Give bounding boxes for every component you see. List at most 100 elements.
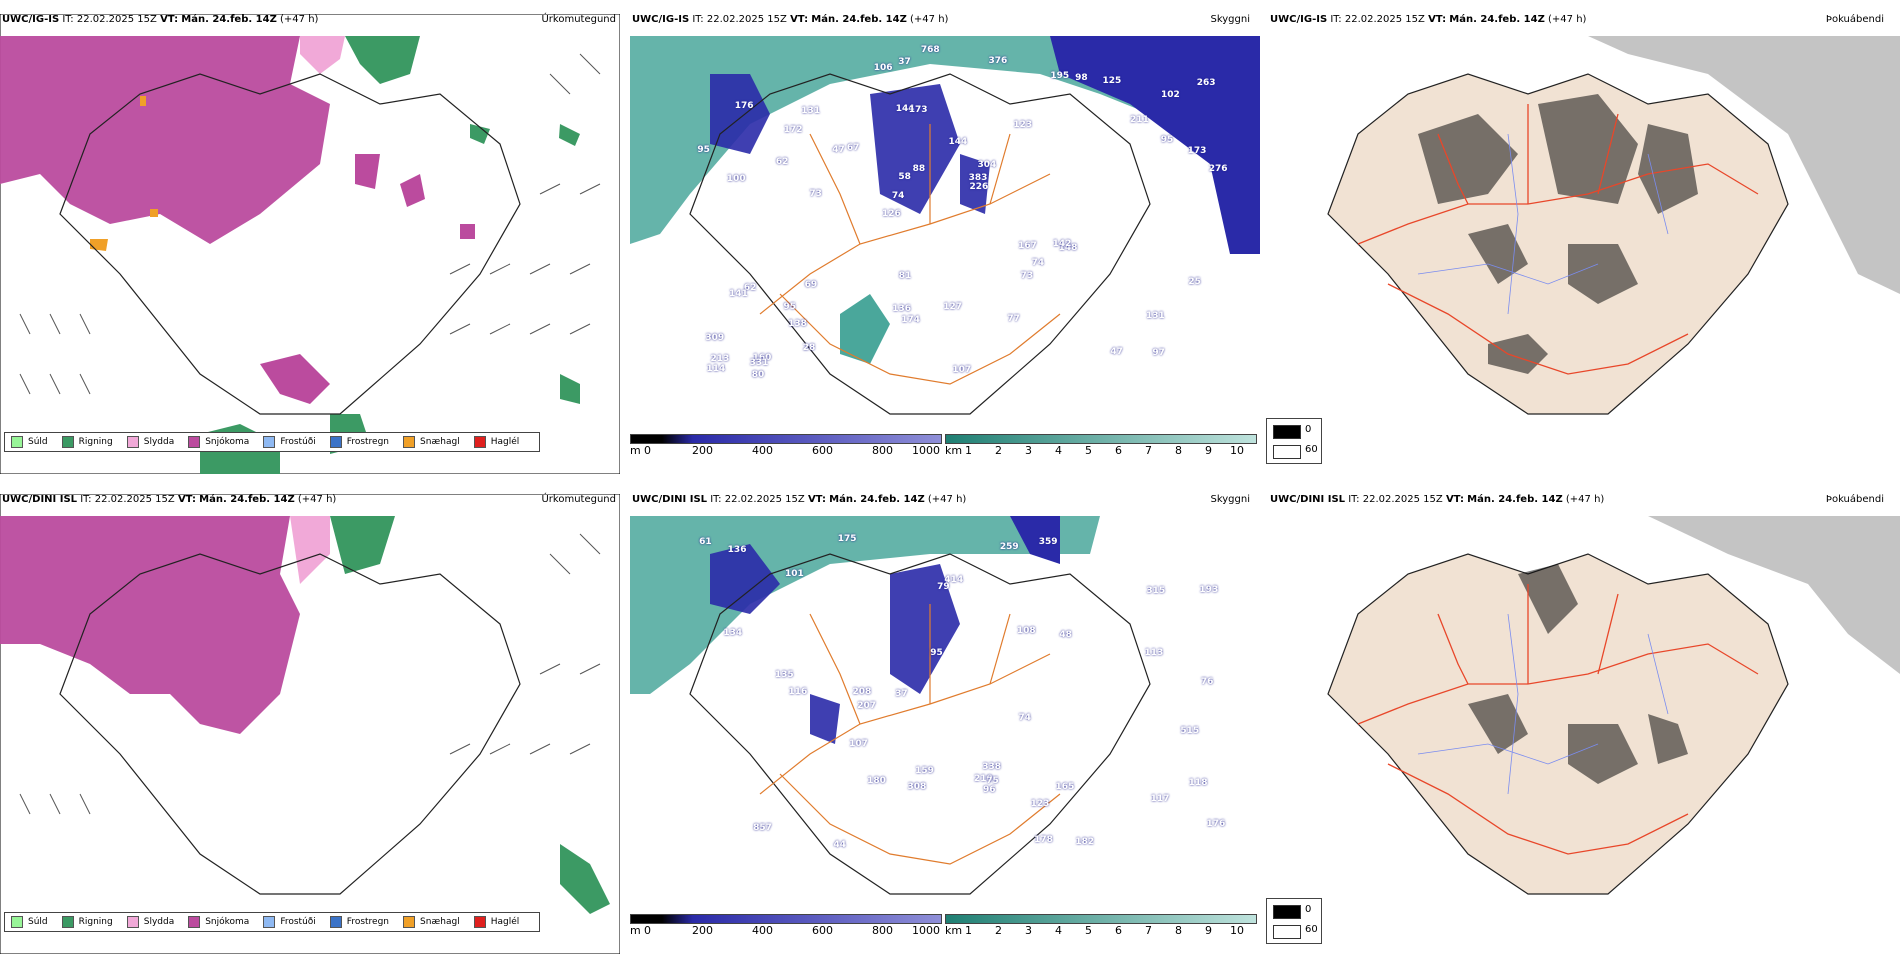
visibility-station-label: 383 [968, 173, 988, 184]
visibility-station-label: 134 [723, 628, 743, 639]
legend-item: Rigning [61, 916, 113, 928]
legend-item: Frostúði [263, 916, 316, 928]
panel-title: Skyggni [1210, 494, 1250, 505]
visibility-station-label: 74 [1031, 257, 1045, 268]
visibility-station-label: 107 [952, 365, 972, 376]
legend-item: Rigning [61, 436, 113, 448]
legend-item: Frostregn [329, 916, 389, 928]
visibility-station-label: 95 [783, 301, 797, 312]
legend-item: Frostúði [263, 436, 316, 448]
visibility-station-label: 176 [1206, 818, 1226, 829]
visibility-station-label: 95 [697, 144, 710, 155]
visibility-station-label: 37 [898, 57, 911, 68]
panel-title: Skyggni [1210, 14, 1250, 25]
legend-item: Súld [11, 436, 48, 448]
panel-title: Þokuábendi [1825, 494, 1884, 505]
visibility-station-label: 263 [1196, 78, 1216, 89]
visibility-panel-row2: UWC/DINI ISL IT: 22.02.2025 15Z VT: Mán.… [630, 494, 1322, 954]
visibility-station-label: 81 [898, 271, 912, 282]
visibility-station-label: 135 [774, 669, 794, 680]
visibility-station-label: 136 [892, 304, 911, 315]
precip-legend: Súld Rigning Slydda Snjókoma Frostúði Fr… [4, 432, 541, 452]
visibility-station-label: 48 [1059, 630, 1072, 641]
visibility-station-label: 108 [1016, 626, 1036, 637]
legend-item: Súld [11, 916, 48, 928]
visibility-station-label: 98 [1075, 72, 1088, 83]
visibility-station-label: 73 [809, 188, 822, 199]
visibility-station-label: 309 [705, 333, 725, 344]
visibility-station-label: 47 [832, 145, 845, 156]
visibility-station-label: 210 [973, 774, 993, 785]
visibility-station-label: 141 [729, 289, 748, 300]
legend-item: Snæhagl [403, 436, 460, 448]
visibility-station-label: 61 [699, 536, 712, 547]
visibility-station-label: 136 [727, 544, 747, 555]
precip-type-panel-row1: UWC/IG-IS IT: 22.02.2025 15Z VT: Mán. 24… [0, 14, 620, 474]
visibility-station-label: 315 [1146, 585, 1166, 596]
visibility-station-label: 159 [915, 766, 934, 777]
visibility-station-label: 58 [898, 172, 911, 183]
visibility-station-label: 195 [1050, 71, 1070, 81]
panel-title: Úrkomutegund [541, 14, 616, 25]
fog-key: 0 60 [1266, 418, 1322, 464]
visibility-station-label: 173 [908, 105, 928, 116]
visibility-station-label: 75 [986, 776, 999, 787]
visibility-station-label: 165 [1055, 781, 1075, 792]
legend-item: Slydda [126, 436, 174, 448]
visibility-station-label: 44 [833, 839, 847, 850]
precip-type-panel-row2: UWC/DINI ISL IT: 22.02.2025 15Z VT: Mán.… [0, 494, 620, 954]
visibility-station-label: 74 [1018, 713, 1031, 724]
visibility-station-label: 172 [783, 125, 803, 136]
visibility-station-label: 259 [999, 541, 1019, 552]
visibility-station-label: 123 [1013, 120, 1033, 131]
visibility-station-label: 144 [895, 104, 915, 115]
visibility-station-label: 138 [788, 319, 807, 330]
visibility-station-label: 123 [1030, 798, 1050, 809]
visibility-station-label: 175 [837, 533, 857, 544]
visibility-station-label: 304 [977, 160, 997, 171]
precip-map [0, 494, 620, 954]
visibility-station-label: 88 [912, 164, 926, 175]
visibility-station-label: 47 [1110, 347, 1123, 358]
visibility-station-label: 338 [982, 761, 1001, 772]
visibility-station-label: 167 [1018, 240, 1037, 251]
visibility-station-label: 193 [1199, 585, 1219, 596]
visibility-map [630, 516, 1151, 895]
visibility-station-label: 118 [1188, 778, 1208, 789]
visibility-station-label: 178 [1034, 835, 1053, 846]
visibility-station-label: 127 [943, 301, 963, 312]
visibility-station-label: 276 [1208, 163, 1228, 174]
visibility-station-label: 213 [710, 354, 730, 365]
visibility-station-label: 768 [920, 44, 940, 55]
visibility-map [630, 36, 1260, 415]
visibility-station-label: 131 [1145, 311, 1165, 322]
visibility-station-label: 102 [1160, 89, 1180, 100]
panel-header: UWC/IG-IS IT: 22.02.2025 15Z VT: Mán. 24… [2, 14, 319, 25]
legend-item: Haglél [473, 916, 519, 928]
visibility-station-label: 116 [788, 686, 808, 697]
visibility-station-label: 226 [969, 182, 989, 193]
legend-item: Haglél [473, 436, 519, 448]
visibility-station-label: 101 [784, 568, 804, 579]
visibility-station-label: 77 [1007, 314, 1020, 325]
visibility-station-label: 515 [1180, 725, 1200, 736]
legend-item: Snæhagl [403, 916, 460, 928]
visibility-station-label: 857 [753, 823, 772, 834]
visibility-station-label: 414 [944, 575, 964, 585]
panel-header: UWC/IG-IS IT: 22.02.2025 15Z VT: Mán. 24… [632, 14, 949, 25]
visibility-station-label: 62 [743, 282, 757, 293]
panel-title: Úrkomutegund [541, 494, 616, 505]
panel-title: Þokuábendi [1825, 14, 1884, 25]
visibility-station-label: 376 [988, 55, 1008, 66]
visibility-station-label: 182 [1075, 836, 1095, 847]
visibility-station-label: 208 [852, 687, 872, 698]
visibility-station-label: 160 [752, 352, 772, 363]
visibility-panel-row1: UWC/IG-IS IT: 22.02.2025 15Z VT: Mán. 24… [630, 14, 1322, 474]
visibility-station-label: 67 [846, 143, 860, 154]
visibility-station-label: 308 [907, 782, 927, 793]
panel-header: UWC/IG-IS IT: 22.02.2025 15Z VT: Mán. 24… [1270, 14, 1587, 25]
visibility-station-label: 207 [857, 700, 877, 711]
visibility-station-label: 97 [1152, 347, 1165, 358]
visibility-station-label: 331 [749, 357, 769, 368]
precip-legend: Súld Rigning Slydda Snjókoma Frostúði Fr… [4, 912, 541, 932]
